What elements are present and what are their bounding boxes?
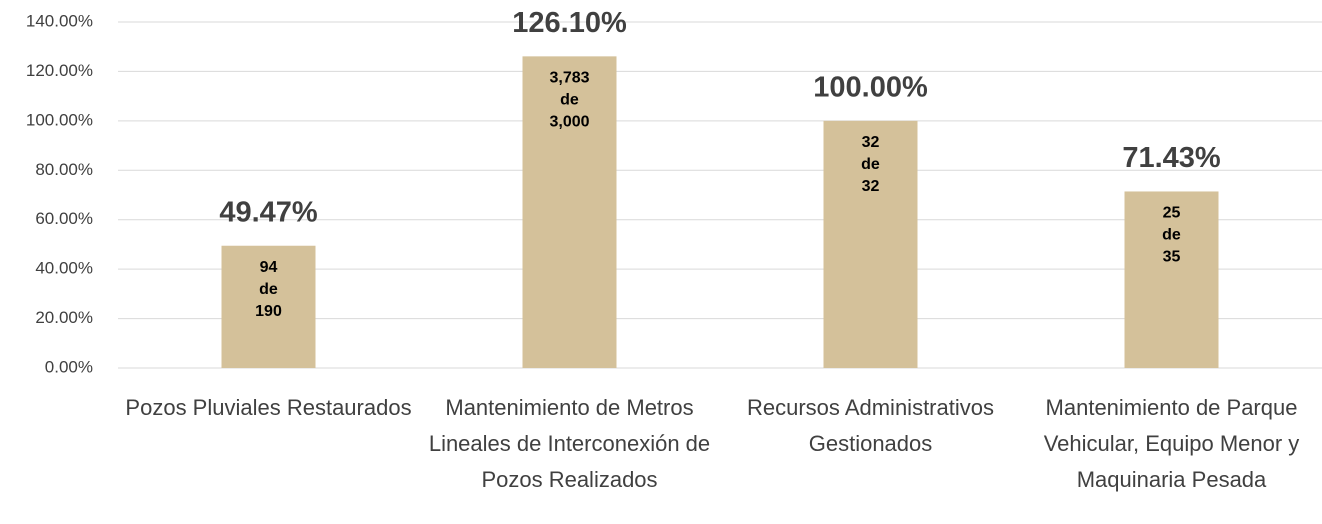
y-tick-label: 40.00% [35,259,93,278]
value-label: 71.43% [1122,142,1221,174]
inner-label: 190 [255,303,282,320]
x-tick-label: Mantenimiento de Parque Vehicular, Equip… [1043,395,1300,492]
x-tick-label: Recursos Administrativos Gestionados [747,395,994,456]
y-tick-label: 60.00% [35,209,93,228]
inner-label: 32 [862,178,880,195]
value-label: 126.10% [512,7,627,39]
y-tick-label: 120.00% [26,61,93,80]
inner-label: de [861,156,880,173]
value-label: 49.47% [219,196,318,228]
bar [823,120,918,368]
x-tick-label: Pozos Pluviales Restaurados [125,395,412,420]
y-tick-label: 100.00% [26,110,93,129]
bar [1124,191,1219,368]
y-tick-label: 80.00% [35,160,93,179]
inner-label: de [1162,227,1181,244]
inner-label: de [259,281,278,298]
y-tick-label: 20.00% [35,308,93,327]
inner-label: 3,000 [549,114,589,131]
bar [522,56,617,369]
inner-label: de [560,92,579,109]
value-label: 100.00% [813,72,928,104]
inner-label: 25 [1163,205,1181,222]
y-tick-label: 140.00% [26,11,93,30]
inner-label: 35 [1163,249,1181,266]
x-tick-label: Mantenimiento de Metros Lineales de Inte… [428,395,711,492]
inner-label: 32 [862,134,880,151]
inner-label: 94 [260,259,278,276]
inner-label: 3,783 [549,70,589,87]
y-tick-label: 0.00% [45,357,93,376]
bar [221,245,316,368]
